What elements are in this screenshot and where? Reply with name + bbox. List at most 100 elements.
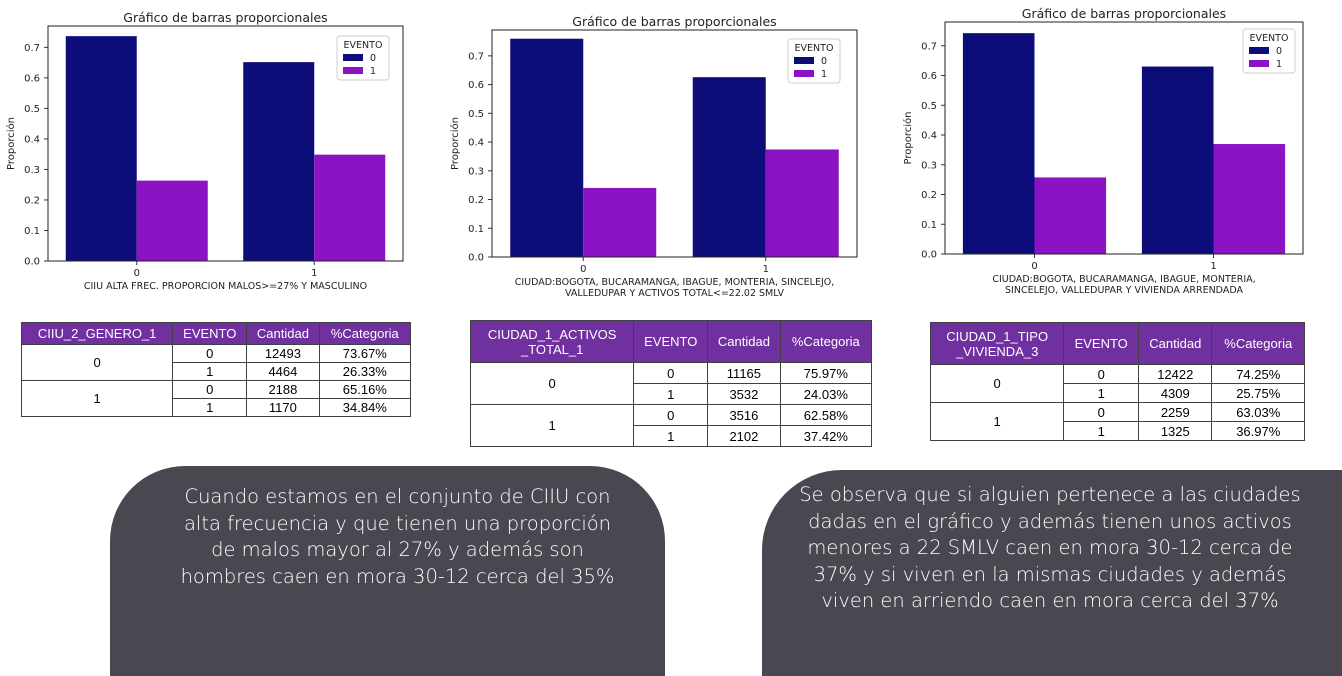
group-cell: 0 <box>929 364 1065 403</box>
table-cell: 3516 <box>707 404 781 426</box>
column-header: CIIU_2_GENERO_1 <box>20 322 174 345</box>
plot-frame <box>491 29 858 258</box>
bar-evento-0-cat-0 <box>510 38 584 258</box>
table-row: 1 0 3516 62.58% <box>469 404 873 447</box>
column-header: Cantidad <box>1138 322 1213 365</box>
group-cell: 0 <box>469 362 635 405</box>
y-tick-label: 0.4 <box>24 134 40 145</box>
table-cell: 1 <box>633 383 709 405</box>
column-header: CIUDAD_1_TIPO _VIVIENDA_3 <box>929 322 1065 365</box>
callout-text-1: Cuando estamos en el conjunto de CIIU co… <box>120 484 675 590</box>
callout-line: hombres caen en mora 30-12 cerca del 35% <box>180 564 615 588</box>
x-axis-label: SINCELEJO, VALLEDUPAR Y VIVIENDA ARRENDA… <box>1005 285 1243 296</box>
callout-bubble-1 <box>110 466 665 676</box>
y-tick-label: 0.2 <box>24 195 40 206</box>
table-cell: 1 <box>1063 383 1140 403</box>
y-tick-label: 0.0 <box>24 257 40 268</box>
table-cell: 24.03% <box>779 383 873 405</box>
table-cell: 1170 <box>246 398 320 417</box>
legend-swatch <box>794 57 814 64</box>
y-tick-label: 0.7 <box>24 43 40 54</box>
bar-evento-1-cat-0 <box>136 180 208 261</box>
table-2: CIUDAD_1_ACTIVOS _TOTAL_1 EVENTO Cantidad%… <box>469 320 873 447</box>
column-header: EVENTO <box>1063 322 1140 365</box>
column-header: CIUDAD_1_ACTIVOS _TOTAL_1 <box>469 320 635 363</box>
table-cell: 1325 <box>1138 421 1213 441</box>
table-cell: 0 <box>633 404 709 426</box>
table-cell: 34.84% <box>318 398 412 417</box>
y-tick-label: 0.2 <box>468 195 484 206</box>
table-cell: 0 <box>172 344 248 363</box>
group-cell: 1 <box>469 404 635 447</box>
legend-swatch <box>1249 47 1269 54</box>
legend-label: 1 <box>1276 59 1282 70</box>
bar-evento-0-cat-1 <box>1141 66 1214 254</box>
y-axis-label: Proporción <box>5 117 17 170</box>
table-cell: 2259 <box>1138 402 1213 422</box>
callout-line: Se observa que si alguien pertenece a la… <box>799 483 1301 506</box>
bar-evento-0-cat-1 <box>692 77 766 257</box>
x-axis-label: CIUDAD:BOGOTA, BUCARAMANGA, IBAGUE, MONT… <box>992 274 1255 285</box>
column-header: %Categoria <box>779 320 873 363</box>
table-cell: 74.25% <box>1211 364 1305 384</box>
table-row: 1 3532 24.03% <box>471 383 873 405</box>
legend-title: EVENTO <box>795 43 834 54</box>
chart-1: Gráfico de barras proporcionales 0.0 0.1 0.… <box>5 10 404 292</box>
legend-label: 0 <box>370 53 376 64</box>
table-cell: 62.58% <box>779 404 873 426</box>
group-cell: 1 <box>20 380 174 417</box>
legend-swatch <box>343 54 363 61</box>
table-cell: 1 <box>633 425 709 447</box>
table-cell: 4309 <box>1138 383 1213 403</box>
callout-line: dadas en el gráfico y además tienen unos… <box>808 509 1292 533</box>
table-row: 1 1325 36.97% <box>931 421 1305 441</box>
column-header: %Categoria <box>318 322 412 345</box>
column-header: Cantidad <box>246 322 320 345</box>
y-tick-label: 0.4 <box>468 138 484 149</box>
table-cell: 26.33% <box>318 362 412 381</box>
x-axis-label: CIUDAD:BOGOTA, BUCARAMANGA, IBAGUE, MONT… <box>515 277 835 288</box>
bar-evento-0-cat-0 <box>962 33 1035 255</box>
chart-2: Gráfico de barras proporcionales 0.0 0.1 0.… <box>449 14 858 299</box>
bar-evento-0-cat-0 <box>65 36 137 261</box>
bar-evento-1-cat-0 <box>583 187 657 257</box>
table-cell: 2188 <box>246 380 320 399</box>
chart-3: Gráfico de barras proporcionales 0.0 0.1 0.… <box>902 6 1304 296</box>
table-row: 1 0 2188 65.16% <box>20 380 412 417</box>
table-cell: 36.97% <box>1211 421 1305 441</box>
table-header-row: CIUDAD_1_ACTIVOS _TOTAL_1 EVENTO Cantidad%… <box>469 320 873 363</box>
table-row: 1 1170 34.84% <box>22 398 412 417</box>
table-cell: 37.42% <box>779 425 873 447</box>
y-tick-label: 0.0 <box>921 250 937 261</box>
bar-evento-1-cat-1 <box>1213 144 1286 254</box>
table-cell: 0 <box>1063 364 1140 384</box>
y-tick-label: 0.3 <box>24 165 40 176</box>
table-cell: 25.75% <box>1211 383 1305 403</box>
x-tick-label: 0 <box>134 268 140 279</box>
y-tick-label: 0.3 <box>921 160 937 171</box>
table-row: 0 0 12493 73.67% <box>20 344 412 381</box>
table-cell: 1 <box>172 362 248 381</box>
table-cell: 0 <box>633 362 709 384</box>
column-header: EVENTO <box>172 322 248 345</box>
plot-frame <box>47 25 404 262</box>
y-tick-label: 0.0 <box>468 253 484 264</box>
table-cell: 1 <box>1063 421 1140 441</box>
table-cell: 11165 <box>707 362 781 384</box>
callout-line: de malos mayor al 27% y además son <box>211 538 584 561</box>
table-row: 1 0 2259 63.03% <box>929 402 1305 441</box>
table-cell: 75.97% <box>779 362 873 384</box>
y-axis-label: Proporción <box>449 117 461 170</box>
callout-line: alta frecuencia y que tienen una proporc… <box>183 511 612 535</box>
legend-label: 1 <box>370 66 376 77</box>
y-tick-label: 0.6 <box>468 80 484 91</box>
y-tick-label: 0.6 <box>24 73 40 84</box>
y-tick-label: 0.5 <box>468 109 484 120</box>
table-cell: 65.16% <box>318 380 412 399</box>
x-tick-label: 0 <box>1031 261 1037 272</box>
plot-frame <box>944 21 1304 255</box>
x-tick-label: 0 <box>580 264 586 275</box>
table-header-row: CIUDAD_1_TIPO _VIVIENDA_3 EVENTO Cantidad%… <box>929 322 1305 365</box>
table-cell: 3532 <box>707 383 781 405</box>
y-tick-label: 0.4 <box>921 131 937 142</box>
